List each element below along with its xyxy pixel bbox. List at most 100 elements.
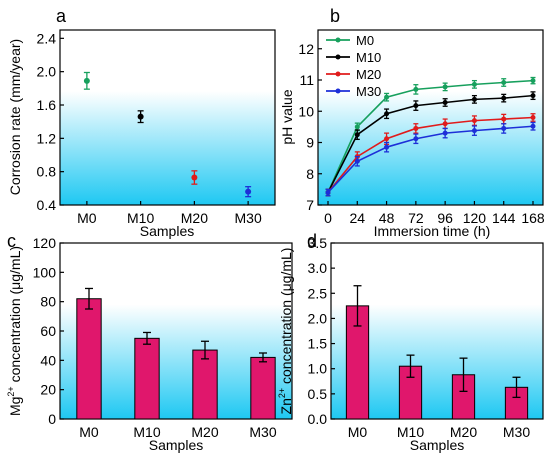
panel-c-ytick-label: 100 bbox=[33, 264, 57, 280]
panel-a-plot-area bbox=[59, 29, 276, 206]
panel-b-ylabel: pH value bbox=[279, 89, 295, 144]
panel-b-point-M0 bbox=[384, 94, 390, 100]
panel-b-point-M30 bbox=[471, 128, 477, 134]
panel-b-x-ticks: 0 24 48 72 96 120 144 168 bbox=[324, 201, 545, 226]
panel-c-ytick-label: 60 bbox=[40, 323, 56, 339]
panel-d-xtick-label: M20 bbox=[450, 424, 477, 440]
panel-c-bar-M30 bbox=[250, 356, 276, 420]
panel-b-xtick-label: 144 bbox=[492, 210, 516, 226]
panel-c-ylabel-prefix: Mg bbox=[7, 397, 23, 416]
panel-b-xlabel: Immersion time (h) bbox=[374, 223, 491, 239]
panel-b-legend-marker-M20 bbox=[335, 71, 341, 77]
panel-b-point-M0 bbox=[471, 81, 477, 87]
panel-b-ytick-label: 10 bbox=[298, 103, 314, 119]
panel-a-letter: a bbox=[56, 6, 67, 26]
panel-d-ylabel: Zn2+ concentration (μg/mL) bbox=[277, 248, 294, 415]
panel-c-xlabel: Samples bbox=[149, 437, 203, 453]
panel-c-y-ticks: 0 20 40 60 80 100 120 bbox=[33, 235, 64, 427]
panel-a-ytick-label: 0.8 bbox=[37, 164, 57, 180]
panel-a-point-M10 bbox=[137, 113, 144, 120]
panel-d-ytick-label: 0.0 bbox=[308, 411, 328, 427]
panel-b-legend-marker-M30 bbox=[335, 88, 341, 94]
panel-c-bar-M10 bbox=[134, 337, 160, 420]
panel-d-zn-concentration: d 0.0 0.5 1.0 1.5 2.0 2.5 3.0 3.5 M0 M10 M20 M30 S… bbox=[277, 231, 544, 453]
panel-c-bar-M0 bbox=[76, 298, 102, 420]
panel-b-point-M20 bbox=[384, 136, 390, 142]
panel-b-point-M10 bbox=[471, 96, 477, 102]
panel-d-xtick-label: M10 bbox=[397, 424, 424, 440]
panel-b-point-M30 bbox=[501, 125, 507, 131]
panel-c-ylabel-sup: 2+ bbox=[6, 386, 16, 396]
panel-a-ytick-label: 0.4 bbox=[37, 197, 57, 213]
panel-b-xtick-label: 168 bbox=[521, 210, 545, 226]
panel-b-series-line-M0 bbox=[327, 79, 534, 193]
panel-b-point-M0 bbox=[442, 84, 448, 90]
panel-d-ytick-label: 0.5 bbox=[308, 386, 328, 402]
panel-a-y-ticks: 0.4 0.8 1.2 1.6 2.0 2.4 bbox=[37, 30, 64, 213]
panel-b-xtick-label: 120 bbox=[463, 210, 487, 226]
panel-d-letter: d bbox=[307, 231, 317, 251]
panel-b-point-M0 bbox=[501, 80, 507, 85]
panel-b-ytick-label: 9 bbox=[306, 135, 314, 151]
panel-b-legend-marker-M10 bbox=[335, 54, 341, 60]
panel-b-legend-marker-M0 bbox=[335, 37, 341, 43]
panel-a-ytick-label: 1.6 bbox=[37, 97, 57, 113]
panel-a-point-M0 bbox=[83, 77, 90, 84]
panel-b-ytick-label: 7 bbox=[306, 197, 314, 213]
panel-d-ytick-label: 3.5 bbox=[308, 235, 328, 251]
panel-d-ytick-label: 1.5 bbox=[308, 336, 328, 352]
panel-b-point-M10 bbox=[413, 103, 419, 109]
panel-a-xtick-label: M0 bbox=[77, 210, 97, 226]
panel-d-ytick-label: 1.0 bbox=[308, 361, 328, 377]
panel-c-ylabel: Mg2+ concentration (μg/mL) bbox=[6, 246, 23, 416]
panel-a-ytick-label: 1.2 bbox=[37, 130, 57, 146]
panel-d-ylabel-prefix: Zn bbox=[278, 398, 294, 414]
panel-b-y-ticks: 7 8 9 10 11 12 bbox=[298, 41, 322, 213]
panel-d-y-ticks: 0.0 0.5 1.0 1.5 2.0 2.5 3.0 3.5 bbox=[308, 235, 335, 427]
panel-b-marks bbox=[325, 76, 536, 197]
panel-b-ytick-label: 11 bbox=[299, 72, 314, 88]
panel-b-xtick-label: 72 bbox=[408, 210, 424, 226]
panel-b-xtick-label: 0 bbox=[324, 210, 332, 226]
panel-b-ytick-label: 12 bbox=[298, 41, 314, 57]
panel-b-point-M30 bbox=[354, 158, 360, 164]
panel-c-ytick-label: 40 bbox=[40, 352, 56, 368]
panel-b-point-M30 bbox=[530, 123, 536, 129]
panel-a-marks bbox=[83, 71, 252, 198]
panel-d-ytick-label: 3.0 bbox=[308, 260, 328, 276]
panel-b-legend-label-M0: M0 bbox=[356, 33, 374, 48]
panel-b-point-M10 bbox=[530, 93, 536, 99]
panel-b-xtick-label: 24 bbox=[349, 210, 365, 226]
panel-a-point-M20 bbox=[191, 174, 198, 181]
panel-b-point-M20 bbox=[471, 118, 477, 124]
panel-c-mg-concentration: c 0 20 40 60 80 100 120 M0 M10 M20 M30 Samples Mg… bbox=[6, 231, 293, 453]
panel-c-x-ticks: M0 M10 M20 M30 bbox=[79, 415, 277, 440]
panel-b-point-M0 bbox=[354, 124, 360, 130]
panel-b-letter: b bbox=[330, 6, 340, 26]
panel-b-series-line-M20 bbox=[327, 116, 534, 194]
panel-b-point-M20 bbox=[501, 116, 507, 122]
panel-a-ytick-label: 2.4 bbox=[37, 30, 57, 46]
panel-c-xtick-label: M20 bbox=[191, 424, 218, 440]
panel-b-point-M10 bbox=[501, 95, 507, 101]
panel-b-series-line-M10 bbox=[327, 94, 534, 193]
panel-b-point-M30 bbox=[442, 130, 448, 136]
panel-a-point-M30 bbox=[245, 188, 252, 195]
panel-a-xlabel: Samples bbox=[140, 223, 194, 239]
panel-c-ytick-label: 120 bbox=[33, 235, 57, 251]
panel-c-ytick-label: 80 bbox=[40, 294, 56, 310]
panel-b-point-M10 bbox=[442, 100, 448, 105]
panel-b-point-M20 bbox=[413, 125, 419, 131]
panel-a-corrosion-rate: a 0.4 0.8 1.2 1.6 2.0 2.4 M0 M10 M20 M30 Samples… bbox=[7, 6, 276, 239]
panel-d-marks bbox=[345, 285, 529, 420]
panel-b-series-line-M30 bbox=[327, 125, 534, 194]
panel-d-ylabel-sup: 2+ bbox=[277, 388, 287, 398]
panel-d-xlabel: Samples bbox=[410, 437, 464, 453]
panel-c-xtick-label: M30 bbox=[249, 424, 276, 440]
panel-a-ytick-label: 2.0 bbox=[37, 64, 57, 80]
panel-b-legend-label-M30: M30 bbox=[356, 84, 381, 99]
panel-c-xtick-label: M10 bbox=[133, 424, 160, 440]
panel-b-point-M30 bbox=[325, 190, 331, 195]
